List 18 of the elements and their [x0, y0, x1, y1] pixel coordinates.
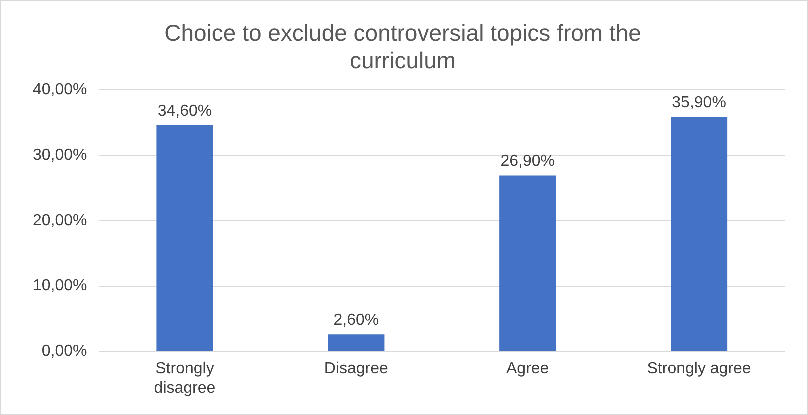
- y-tick-label: 20,00%: [33, 212, 88, 230]
- y-tick-label: 30,00%: [33, 146, 88, 164]
- data-label: 2,60%: [334, 312, 380, 330]
- bar: [500, 176, 556, 352]
- bar: [670, 116, 728, 352]
- x-tick-label: Agree: [506, 360, 550, 378]
- bar: [328, 334, 385, 352]
- chart-title: Choice to exclude controversial topics from the curriculum: [164, 20, 642, 74]
- y-tick-label: 10,00%: [33, 278, 88, 295]
- data-label: 35,90%: [672, 94, 726, 112]
- x-tick-label: Strongly agree: [647, 360, 752, 378]
- data-label: 34,60%: [158, 102, 212, 120]
- bar: [156, 125, 214, 352]
- x-tick-label: Disagree: [324, 360, 389, 378]
- data-label: 26,90%: [500, 153, 555, 170]
- y-tick-label: 0,00%: [42, 343, 88, 360]
- x-tick-label: Strongly disagree: [154, 360, 216, 397]
- y-tick-label: 40,00%: [33, 82, 88, 99]
